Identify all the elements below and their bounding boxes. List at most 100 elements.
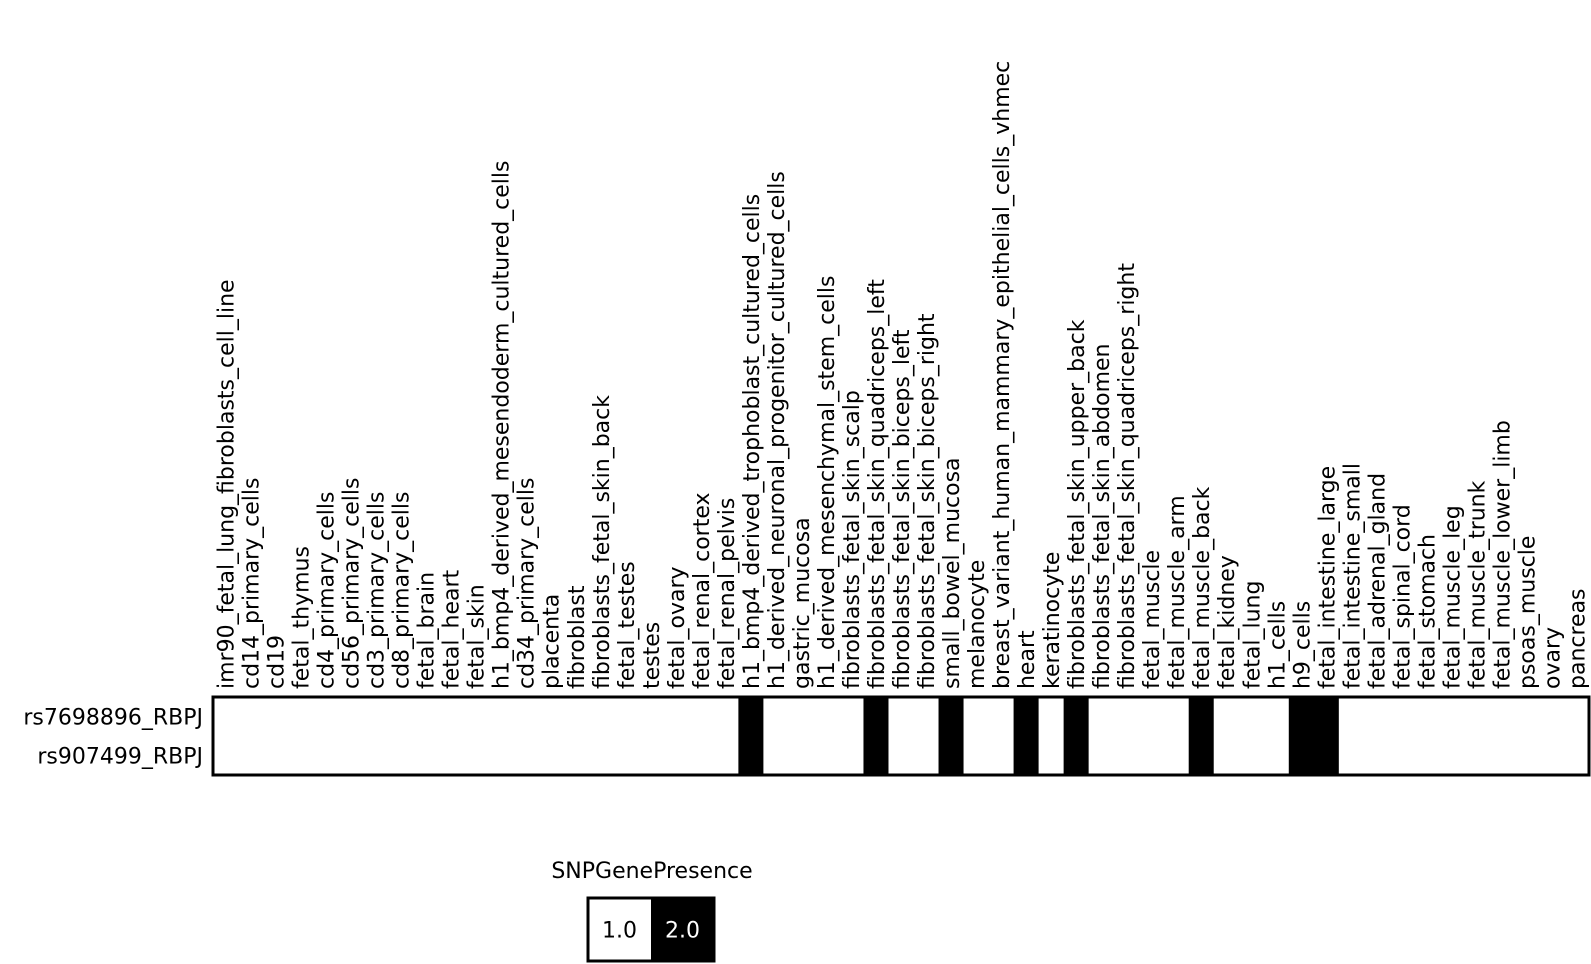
column-label: fetal_muscle_arm <box>1165 495 1190 689</box>
heatmap-cell <box>313 697 339 737</box>
column-label: fetal_lung <box>1240 581 1265 689</box>
heatmap-cell <box>1013 736 1040 776</box>
heatmap-cell <box>1138 697 1165 737</box>
heatmap-cell <box>213 736 239 776</box>
column-label: fetal_muscle <box>1140 550 1165 689</box>
legend-swatch <box>651 898 714 961</box>
heatmap-cell <box>463 736 489 776</box>
heatmap-cell <box>1063 697 1090 737</box>
heatmap-cell <box>1038 697 1065 737</box>
heatmap-cell <box>1013 697 1040 737</box>
heatmap-cell <box>638 697 664 737</box>
column-label: fetal_muscle_lower_limb <box>1490 420 1515 689</box>
column-label: fetal_adrenal_gland <box>1365 473 1390 689</box>
column-label: fibroblasts_fetal_skin_quadriceps_left <box>865 279 890 689</box>
heatmap-cell <box>763 736 790 776</box>
heatmap-cell <box>838 697 865 737</box>
legend: 1.0 2.0 <box>586 896 716 963</box>
column-label: fetal_brain <box>415 572 440 689</box>
heatmap-cell <box>238 697 264 737</box>
heatmap-cell <box>1163 697 1190 737</box>
heatmap-cell <box>738 736 764 776</box>
column-label: placenta <box>540 594 565 689</box>
heatmap-cell <box>1488 697 1515 737</box>
heatmap-cell <box>1288 736 1315 776</box>
heatmap-cell <box>1263 697 1290 737</box>
heatmap-cell <box>1313 736 1340 776</box>
column-label: fetal_thymus <box>290 546 315 689</box>
heatmap-cell <box>863 736 890 776</box>
heatmap-cell <box>1188 697 1215 737</box>
heatmap-cell <box>513 697 539 737</box>
heatmap-cell <box>963 697 990 737</box>
column-label: fetal_testes <box>615 561 640 689</box>
column-label: fetal_muscle_leg <box>1440 505 1465 689</box>
heatmap-cell <box>788 697 815 737</box>
column-label: psoas_muscle <box>1515 536 1540 689</box>
column-label: fetal_renal_pelvis <box>715 498 740 689</box>
column-label: melanocyte <box>965 560 990 689</box>
heatmap-cell <box>1238 736 1265 776</box>
column-label: fibroblasts_fetal_skin_quadriceps_right <box>1115 263 1140 689</box>
heatmap-cell <box>238 736 264 776</box>
heatmap-cell <box>663 697 689 737</box>
heatmap-cell <box>588 697 614 737</box>
column-label: h1_derived_neuronal_progenitor_cultured_… <box>765 171 790 689</box>
column-label: fetal_stomach <box>1415 534 1440 689</box>
column-label: fibroblast <box>565 585 590 689</box>
column-label: cd56_primary_cells <box>340 478 365 689</box>
column-label: imr90_fetal_lung_fibroblasts_cell_line <box>215 279 240 689</box>
heatmap-cell <box>713 736 739 776</box>
heatmap-cell <box>288 736 314 776</box>
heatmap-cell <box>1488 736 1515 776</box>
heatmap-cell <box>1413 736 1440 776</box>
heatmap-border <box>211 695 1591 777</box>
heatmap-cell <box>488 697 514 737</box>
heatmap-cell <box>338 697 364 737</box>
column-label: cd3_primary_cells <box>365 492 390 689</box>
heatmap-cell <box>888 736 915 776</box>
heatmap-cell <box>1063 736 1090 776</box>
heatmap-cell <box>638 736 664 776</box>
heatmap-cell <box>1313 697 1340 737</box>
legend-label: 2.0 <box>665 919 700 944</box>
row-label: rs7698896_RBPJ <box>23 706 203 731</box>
heatmap-cell <box>388 736 414 776</box>
heatmap-cell <box>888 697 915 737</box>
column-label: pancreas <box>1565 588 1590 689</box>
column-label: fetal_spinal_cord <box>1390 504 1415 689</box>
column-label: fibroblasts_fetal_skin_biceps_right <box>915 313 940 689</box>
heatmap-cell <box>1438 736 1465 776</box>
column-label: fetal_muscle_back <box>1190 486 1215 689</box>
heatmap-cell <box>788 736 815 776</box>
heatmap-cell <box>1338 697 1365 737</box>
column-label: small_bowel_mucosa <box>940 457 965 689</box>
column-label: fetal_heart <box>440 569 465 689</box>
heatmap-cell <box>413 736 439 776</box>
heatmap-cell <box>613 736 639 776</box>
heatmap-cell <box>263 736 289 776</box>
heatmap-cell <box>1338 736 1365 776</box>
heatmap-cell <box>1513 697 1540 737</box>
heatmap-cell <box>538 736 564 776</box>
heatmap-cell <box>988 697 1015 737</box>
heatmap-cell <box>1363 736 1390 776</box>
column-label: cd8_primary_cells <box>390 492 415 689</box>
column-label: cd4_primary_cells <box>315 492 340 689</box>
column-label: fibroblasts_fetal_skin_biceps_left <box>890 329 915 689</box>
heatmap-cell <box>538 697 564 737</box>
column-label: h1_bmp4_derived_mesendoderm_cultured_cel… <box>490 160 515 689</box>
heatmap-cell <box>1038 736 1065 776</box>
heatmap-cell <box>1088 697 1115 737</box>
heatmap-cell <box>363 697 389 737</box>
heatmap-cell <box>1288 697 1315 737</box>
column-label: fibroblasts_fetal_skin_scalp <box>840 390 865 689</box>
row-labels: rs7698896_RBPJ rs907499_RBPJ <box>23 706 203 770</box>
legend-title: SNPGenePresence <box>551 859 752 884</box>
column-label: h1_derived_mesenchymal_stem_cells <box>815 276 840 689</box>
heatmap-cell <box>1088 736 1115 776</box>
heatmap-cell <box>688 736 714 776</box>
column-label: h9_cells <box>1290 601 1315 689</box>
heatmap-cell <box>963 736 990 776</box>
